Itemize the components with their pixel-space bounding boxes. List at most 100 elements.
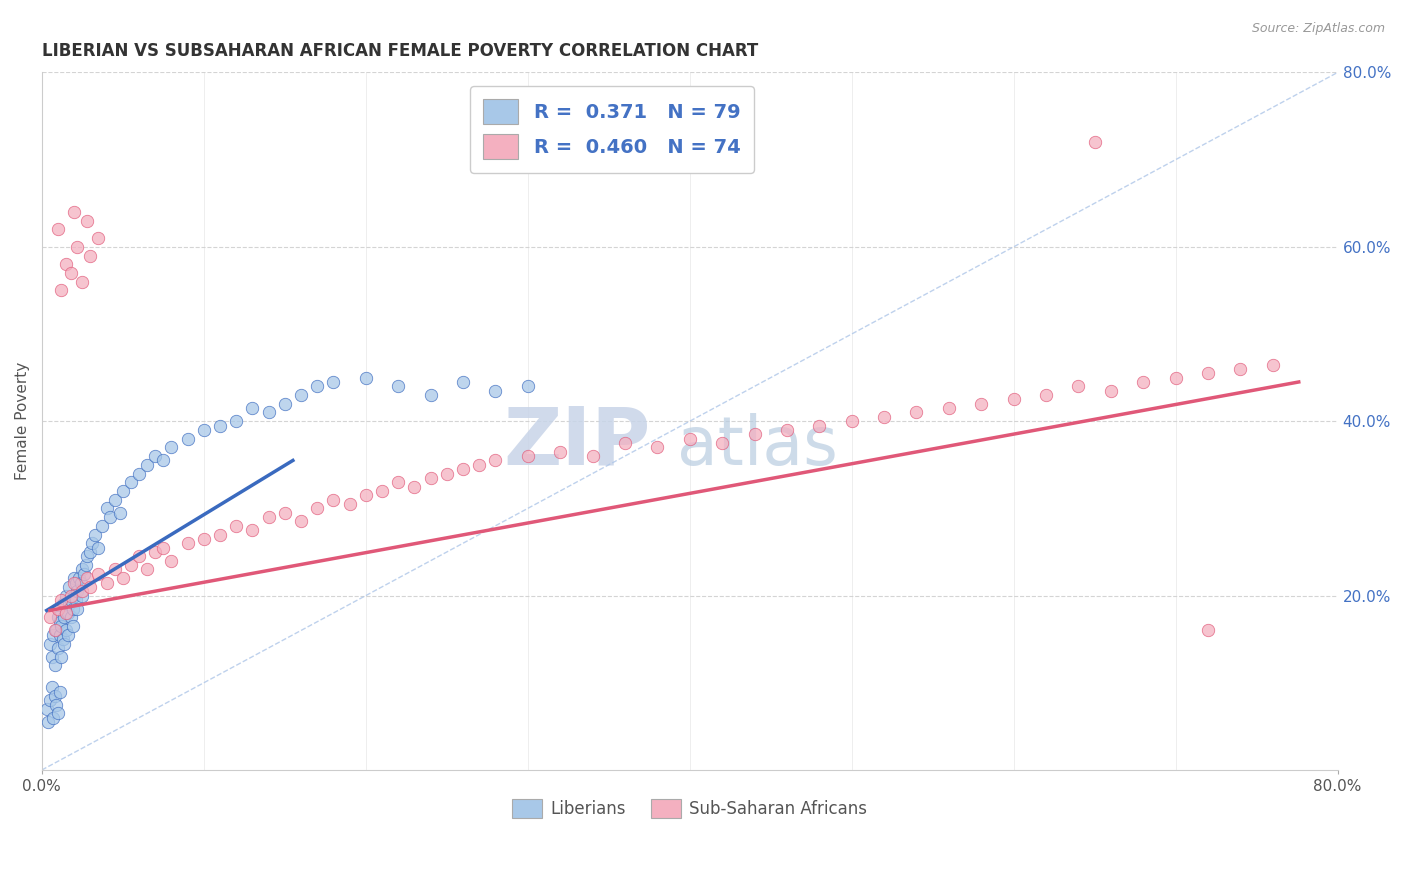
Point	[45, 698, 67, 712]
Point	[72, 584, 94, 599]
Point	[548, 444, 571, 458]
Point	[1099, 384, 1122, 398]
Point	[51, 649, 73, 664]
Point	[193, 532, 215, 546]
Point	[55, 606, 77, 620]
Text: atlas: atlas	[676, 413, 838, 479]
Point	[76, 549, 98, 564]
Point	[841, 414, 863, 428]
Point	[46, 222, 69, 236]
Text: ZIP: ZIP	[503, 403, 651, 481]
Point	[46, 640, 69, 655]
Point	[59, 266, 82, 280]
Point	[160, 554, 183, 568]
Point	[208, 527, 231, 541]
Point	[72, 562, 94, 576]
Point	[484, 453, 506, 467]
Point	[84, 527, 107, 541]
Point	[679, 432, 702, 446]
Point	[225, 519, 247, 533]
Legend: Liberians, Sub-Saharan Africans: Liberians, Sub-Saharan Africans	[506, 792, 875, 824]
Point	[87, 566, 110, 581]
Point	[468, 458, 491, 472]
Point	[120, 475, 142, 490]
Point	[354, 488, 377, 502]
Point	[79, 580, 101, 594]
Point	[62, 619, 84, 633]
Point	[66, 240, 89, 254]
Point	[55, 624, 77, 638]
Point	[1002, 392, 1025, 407]
Point	[66, 601, 89, 615]
Point	[120, 558, 142, 573]
Point	[53, 610, 76, 624]
Point	[44, 658, 66, 673]
Point	[63, 589, 86, 603]
Text: Source: ZipAtlas.com: Source: ZipAtlas.com	[1251, 22, 1385, 36]
Point	[387, 379, 409, 393]
Point	[38, 636, 60, 650]
Point	[87, 231, 110, 245]
Point	[63, 571, 86, 585]
Point	[42, 628, 65, 642]
Point	[65, 593, 87, 607]
Point	[46, 601, 69, 615]
Point	[37, 714, 59, 729]
Point	[111, 571, 134, 585]
Point	[516, 379, 538, 393]
Text: LIBERIAN VS SUBSAHARAN AFRICAN FEMALE POVERTY CORRELATION CHART: LIBERIAN VS SUBSAHARAN AFRICAN FEMALE PO…	[42, 42, 758, 60]
Point	[76, 571, 98, 585]
Point	[176, 536, 198, 550]
Y-axis label: Female Poverty: Female Poverty	[15, 362, 30, 480]
Point	[208, 418, 231, 433]
Point	[1197, 366, 1219, 380]
Point	[51, 593, 73, 607]
Point	[808, 418, 831, 433]
Point	[711, 436, 734, 450]
Point	[290, 388, 312, 402]
Point	[613, 436, 636, 450]
Point	[87, 541, 110, 555]
Point	[419, 471, 441, 485]
Point	[307, 379, 329, 393]
Point	[1197, 624, 1219, 638]
Point	[65, 575, 87, 590]
Point	[41, 649, 63, 664]
Point	[38, 693, 60, 707]
Point	[581, 449, 603, 463]
Point	[128, 467, 150, 481]
Point	[744, 427, 766, 442]
Point	[322, 492, 344, 507]
Point	[96, 575, 118, 590]
Point	[152, 453, 174, 467]
Point	[436, 467, 458, 481]
Point	[136, 458, 159, 472]
Point	[242, 523, 264, 537]
Point	[160, 441, 183, 455]
Point	[51, 619, 73, 633]
Point	[274, 397, 297, 411]
Point	[58, 597, 80, 611]
Point	[647, 441, 669, 455]
Point	[63, 575, 86, 590]
Point	[387, 475, 409, 490]
Point	[46, 706, 69, 721]
Point	[404, 480, 426, 494]
Point	[48, 615, 70, 629]
Point	[307, 501, 329, 516]
Point	[66, 584, 89, 599]
Point	[322, 375, 344, 389]
Point	[1035, 388, 1057, 402]
Point	[242, 401, 264, 416]
Point	[193, 423, 215, 437]
Point	[111, 483, 134, 498]
Point	[873, 409, 896, 424]
Point	[41, 680, 63, 694]
Point	[42, 711, 65, 725]
Point	[1164, 370, 1187, 384]
Point	[44, 624, 66, 638]
Point	[79, 248, 101, 262]
Point	[58, 580, 80, 594]
Point	[51, 284, 73, 298]
Point	[419, 388, 441, 402]
